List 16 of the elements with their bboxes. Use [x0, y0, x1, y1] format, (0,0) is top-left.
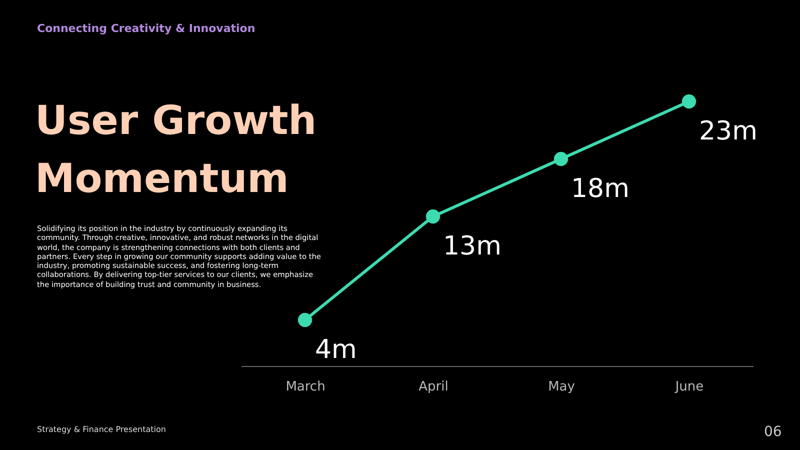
x-tick-label: May [548, 380, 576, 394]
data-label: 4m [315, 335, 357, 365]
data-label: 13m [443, 232, 502, 262]
point [682, 94, 696, 109]
data-label: 23m [699, 116, 758, 146]
text: User Growth Momentum [35, 97, 318, 204]
x-tick-label: June [674, 380, 704, 394]
point [554, 152, 568, 166]
x-tick-label: March [286, 380, 326, 394]
text: 06 [764, 424, 782, 440]
text: Strategy & Finance Presentation [37, 425, 166, 434]
text: Connecting Creativity & Innovation [37, 22, 256, 35]
data-label: 18m [571, 174, 630, 204]
point [298, 312, 312, 328]
point [426, 209, 440, 224]
x-tick-label: April [418, 380, 448, 394]
